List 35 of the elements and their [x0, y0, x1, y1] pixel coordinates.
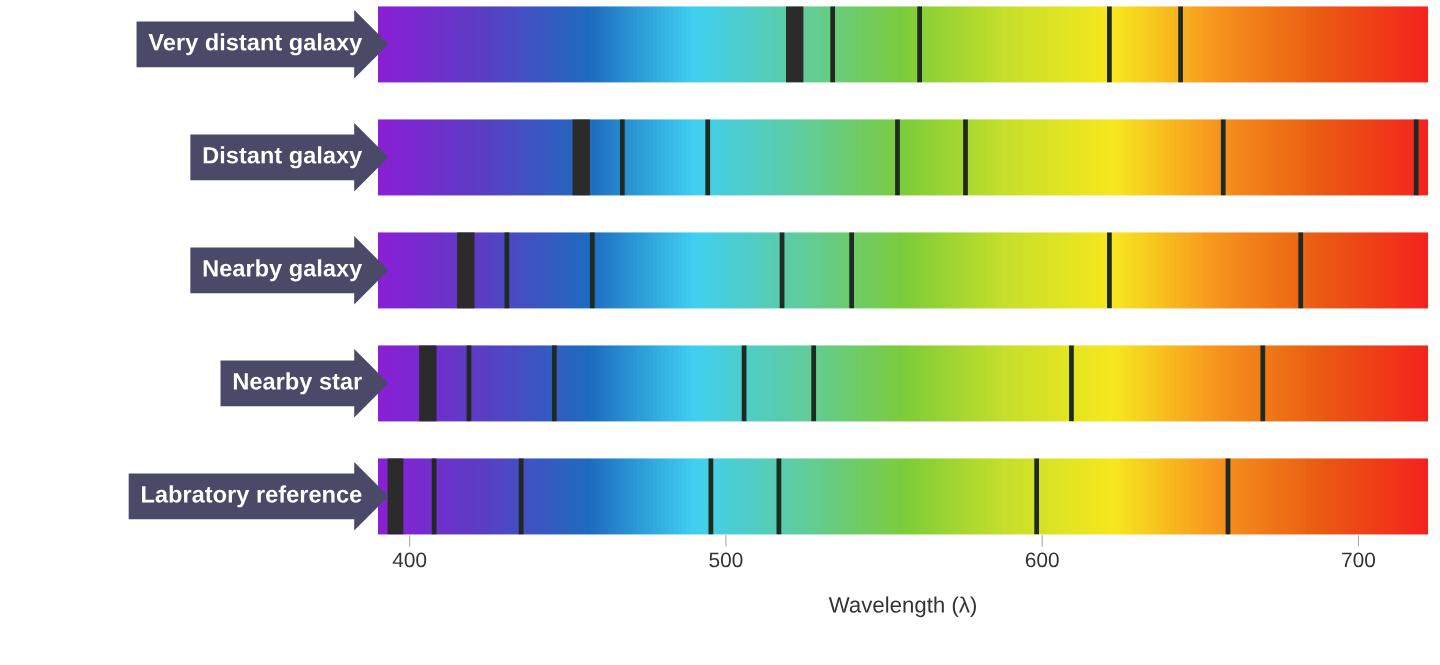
bar	[1034, 458, 1040, 535]
x-tick-label: 500	[709, 552, 743, 568]
bar	[431, 458, 437, 535]
bar	[849, 232, 854, 309]
y-tick-label: Labratory reference	[142, 485, 362, 508]
bar	[830, 6, 836, 83]
x-tick-label: 700	[1342, 552, 1376, 568]
bar	[1107, 232, 1112, 309]
bar	[1298, 232, 1304, 309]
bar	[619, 119, 625, 196]
bar	[419, 345, 437, 422]
bar	[1178, 6, 1183, 83]
bar	[457, 232, 475, 309]
bar	[963, 119, 968, 196]
bar	[1413, 119, 1419, 196]
bar	[551, 345, 557, 422]
bar	[1260, 345, 1266, 422]
bar	[895, 119, 900, 196]
y-tick-label: Nearby galaxy	[203, 259, 363, 282]
x-axis-title: Wavelength (λ)	[828, 596, 976, 618]
bar	[1107, 6, 1112, 83]
y-tick-label: Very distant galaxy	[148, 33, 363, 56]
bar	[811, 345, 817, 422]
bar	[705, 119, 711, 196]
x-tick-label: 400	[392, 552, 427, 568]
bar	[917, 6, 922, 83]
y-tick-label: Distant galaxy	[203, 146, 363, 169]
bar	[387, 458, 404, 535]
y-tick-label: Nearby star	[233, 372, 362, 395]
bar	[1069, 345, 1074, 422]
bar	[589, 232, 595, 309]
bar	[1220, 119, 1226, 196]
x-tick-label: 600	[1025, 552, 1059, 568]
bar	[786, 6, 804, 83]
bar	[572, 119, 590, 196]
